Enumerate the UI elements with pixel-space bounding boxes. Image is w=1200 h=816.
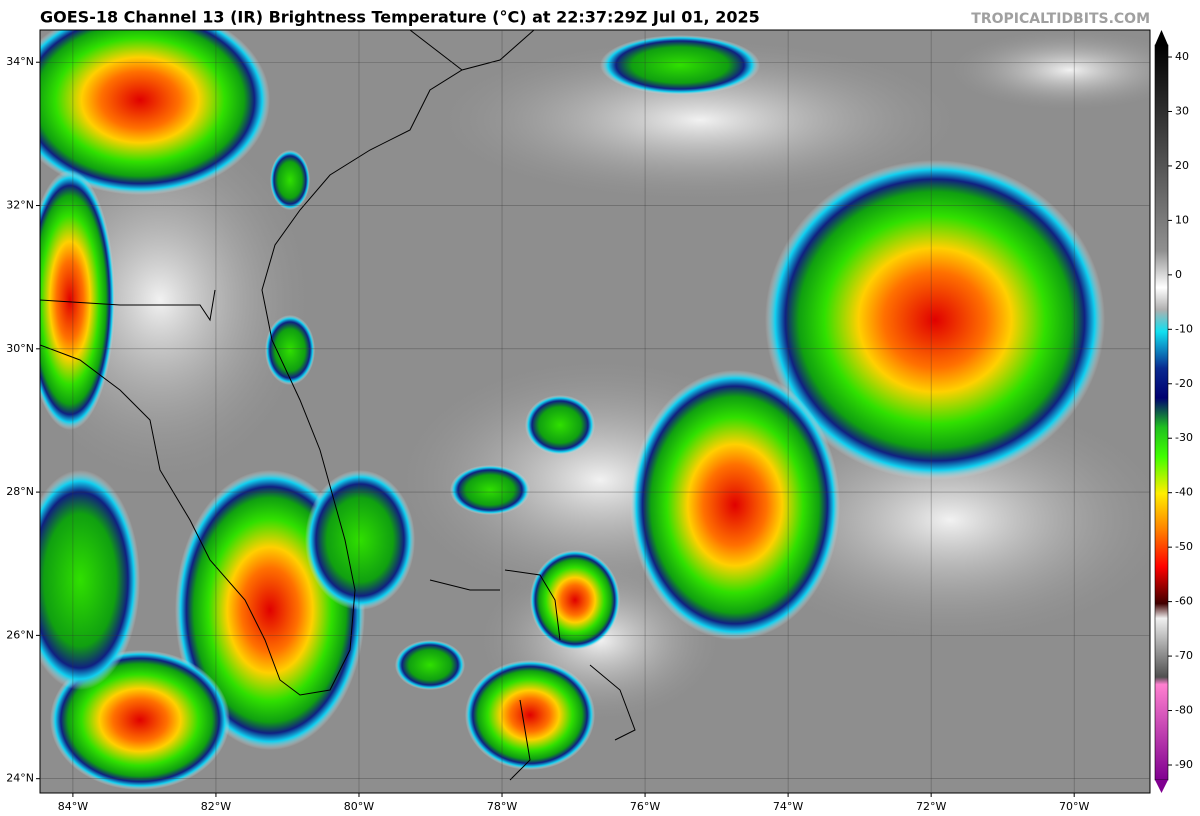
colorbar-tick-label: 20 xyxy=(1175,159,1189,172)
satellite-image xyxy=(40,30,1150,793)
colorbar-top-arrow xyxy=(1155,30,1168,45)
lat-tick-label: 30°N xyxy=(6,342,34,355)
lon-tick-label: 76°W xyxy=(630,800,660,813)
title: GOES-18 Channel 13 (IR) Brightness Tempe… xyxy=(40,8,760,27)
colorbar-tick-label: 40 xyxy=(1175,50,1189,63)
lon-tick-label: 78°W xyxy=(487,800,517,813)
colorbar-tick-label: -70 xyxy=(1175,649,1193,662)
colorbar-tick-label: -60 xyxy=(1175,595,1193,608)
colorbar-tick-label: -40 xyxy=(1175,486,1193,499)
colorbar-tick-label: -30 xyxy=(1175,431,1193,444)
lat-tick-label: 28°N xyxy=(6,485,34,498)
credit: TROPICALTIDBITS.COM xyxy=(971,11,1150,27)
lon-tick-label: 70°W xyxy=(1059,800,1089,813)
lon-tick-label: 82°W xyxy=(201,800,231,813)
lon-tick-label: 80°W xyxy=(344,800,374,813)
map-frame xyxy=(39,29,1151,794)
colorbar-tick-label: -80 xyxy=(1175,704,1193,717)
lat-tick-label: 32°N xyxy=(6,199,34,212)
lon-tick-label: 84°W xyxy=(58,800,88,813)
lat-tick-label: 24°N xyxy=(6,772,34,785)
colorbar-tick-label: 0 xyxy=(1175,268,1182,281)
lat-tick-label: 26°N xyxy=(6,628,34,641)
colorbar-tick-label: -20 xyxy=(1175,377,1193,390)
colorbar-tick-label: -90 xyxy=(1175,758,1193,771)
colorbar xyxy=(1154,44,1169,781)
colorbar-tick-label: -10 xyxy=(1175,322,1193,335)
colorbar-bottom-arrow xyxy=(1155,780,1168,793)
colorbar-tick-label: 30 xyxy=(1175,104,1189,117)
lat-tick-label: 34°N xyxy=(6,55,34,68)
lon-tick-label: 74°W xyxy=(773,800,803,813)
lon-tick-label: 72°W xyxy=(916,800,946,813)
colorbar-tick-label: 10 xyxy=(1175,213,1189,226)
colorbar-tick-label: -50 xyxy=(1175,540,1193,553)
